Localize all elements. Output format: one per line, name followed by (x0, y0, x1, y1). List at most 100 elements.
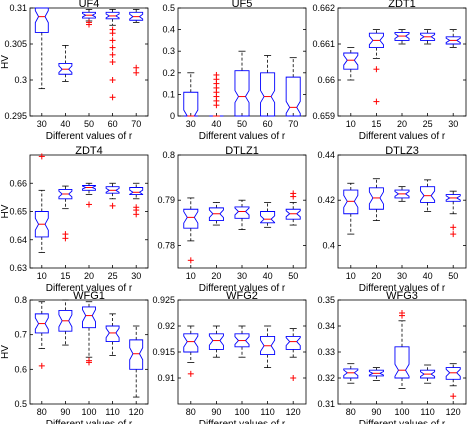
box-20 (394, 29, 410, 45)
x-tick-label: 50 (84, 119, 94, 129)
subplot-wfg1: WFG1 0.5 0.6 0.7 0.8 80 90 100 110 120 Different v… (0, 290, 149, 424)
outlier-marker (399, 310, 405, 316)
x-tick-label: 25 (423, 119, 433, 129)
y-tick-label: 0.305 (4, 39, 27, 49)
y-tick-label: 0.5 (162, 3, 175, 13)
plot-frame (337, 7, 467, 117)
x-tick-label: 20 (211, 271, 221, 281)
x-tick-label: 30 (131, 271, 141, 281)
plot-frame (29, 299, 149, 405)
y-tick-label: 0.4 (322, 240, 335, 250)
x-axis-label: Different values of r (199, 131, 286, 142)
x-tick-label: 50 (448, 271, 458, 281)
x-tick-label: 40 (423, 271, 433, 281)
outlier-marker (62, 235, 69, 242)
outlier-marker (109, 59, 116, 65)
x-tick-label: 90 (371, 407, 381, 417)
x-tick-label: 40 (211, 119, 221, 129)
x-tick-label: 120 (129, 407, 144, 417)
x-axis-label: Different values of r (46, 419, 133, 424)
box-30 (183, 72, 199, 117)
box-100 (234, 325, 250, 358)
box-120 (285, 328, 301, 381)
box-body (82, 11, 96, 19)
box-25 (420, 29, 436, 45)
x-tick-label: 100 (234, 407, 249, 417)
y-tick-label: 0.31 (317, 399, 335, 409)
box-90 (58, 299, 73, 346)
subplot-title: WFG3 (386, 290, 418, 302)
box-body (420, 186, 436, 203)
x-tick-label: 50 (288, 271, 298, 281)
x-tick-label: 30 (448, 119, 458, 129)
x-tick-label: 120 (446, 407, 461, 417)
x-tick-label: 30 (397, 271, 407, 281)
subplot-uf4: UF4 0.295 0.3 0.305 0.31 30 40 50 60 70 Different … (0, 0, 149, 142)
y-tick-label: 0.5 (14, 399, 27, 409)
y-tick-label: 0.35 (317, 295, 335, 305)
x-tick-label: 60 (108, 119, 118, 129)
box-50 (285, 190, 301, 226)
y-tick-label: 0.295 (4, 111, 27, 121)
box-100 (82, 301, 96, 366)
box-body (58, 62, 73, 75)
box-50 (82, 9, 96, 28)
y-tick-label: 0.3 (14, 75, 27, 85)
box-body (234, 333, 250, 348)
outlier-marker (109, 30, 116, 37)
box-30 (34, 7, 49, 90)
x-tick-label: 110 (105, 407, 119, 417)
x-tick-label: 30 (237, 271, 247, 281)
x-axis-label: Different values of r (46, 283, 133, 294)
outlier-marker (187, 257, 194, 264)
x-axis-label: Different values of r (199, 283, 286, 294)
y-tick-label: 0.6 (14, 364, 27, 374)
box-body (129, 187, 144, 195)
box-15 (58, 185, 73, 242)
box-40 (260, 202, 276, 228)
box-50 (234, 50, 250, 117)
box-body (420, 32, 436, 41)
box-body (129, 339, 144, 370)
y-tick-label: 0.79 (157, 195, 175, 205)
box-120 (129, 325, 144, 398)
box-20 (368, 178, 384, 221)
outlier-marker (133, 69, 140, 76)
box-70 (129, 9, 144, 76)
x-tick-label: 120 (286, 407, 301, 417)
outlier-marker (86, 359, 92, 366)
outlier-marker (133, 64, 140, 71)
x-tick-label: 60 (263, 119, 273, 129)
subplot-title: WFG2 (226, 290, 258, 302)
box-body (368, 187, 384, 210)
box-100 (394, 310, 410, 389)
x-tick-label: 10 (37, 271, 47, 281)
x-tick-label: 80 (186, 407, 196, 417)
outlier-marker (109, 202, 116, 209)
outlier-marker (109, 44, 116, 51)
box-60 (260, 55, 276, 117)
box-body (129, 11, 144, 21)
y-tick-label: 0.34 (317, 321, 335, 331)
y-tick-label: 0.4 (162, 25, 175, 35)
outlier-marker (213, 102, 220, 109)
y-tick-label: 0.63 (9, 263, 27, 273)
box-body (105, 186, 120, 194)
subplot-title: UF4 (79, 0, 100, 10)
outlier-marker (450, 231, 457, 238)
outlier-marker (109, 77, 116, 83)
box-body (445, 367, 461, 380)
box-40 (420, 179, 436, 212)
box-30 (129, 182, 144, 218)
box-body (82, 306, 96, 329)
subplot-title: ZDT4 (75, 145, 103, 157)
box-body (285, 335, 301, 350)
y-axis-label: HV (0, 55, 11, 69)
subplot-zdt1: ZDT1 0.659 0.66 0.661 0.662 10 15 20 25 30Differe… (312, 0, 467, 142)
box-20 (82, 182, 96, 208)
x-tick-label: 20 (371, 271, 381, 281)
x-tick-label: 40 (60, 119, 70, 129)
x-tick-label: 100 (81, 407, 96, 417)
